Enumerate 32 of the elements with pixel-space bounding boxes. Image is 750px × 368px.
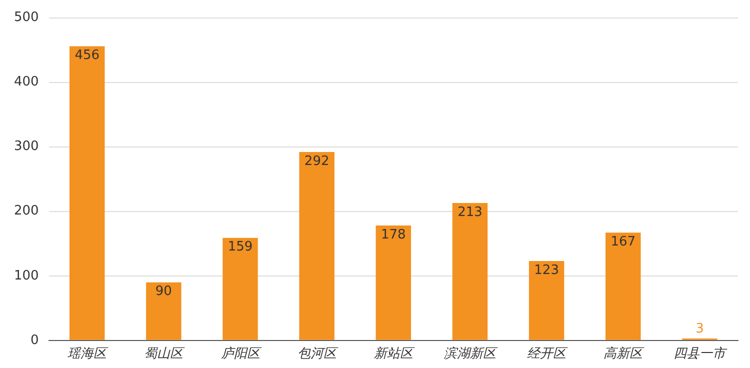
bar bbox=[146, 282, 182, 340]
x-tick-label: 新站区 bbox=[374, 346, 415, 362]
bar bbox=[69, 46, 105, 340]
y-tick-label: 500 bbox=[14, 10, 39, 26]
x-tick-label: 滨湖新区 bbox=[444, 346, 498, 362]
bar bbox=[606, 232, 641, 340]
x-tick-label: 四县一市 bbox=[674, 346, 728, 362]
data-label: 167 bbox=[610, 234, 636, 250]
data-label: 90 bbox=[155, 284, 172, 300]
x-tick-label: 庐阳区 bbox=[220, 346, 262, 362]
data-label: 456 bbox=[74, 48, 100, 64]
bar bbox=[452, 202, 488, 340]
y-tick-label: 300 bbox=[14, 139, 39, 154]
x-tick-label: 蜀山区 bbox=[144, 346, 186, 362]
data-label: 178 bbox=[380, 227, 406, 242]
y-tick-label: 100 bbox=[14, 268, 39, 284]
x-tick-label: 经开区 bbox=[527, 346, 568, 362]
bar bbox=[222, 238, 258, 340]
x-tick-label: 高新区 bbox=[604, 346, 645, 362]
data-label: 159 bbox=[228, 240, 253, 255]
y-tick-label: 200 bbox=[14, 204, 39, 219]
bar bbox=[299, 152, 334, 340]
data-label: 292 bbox=[304, 154, 330, 169]
x-tick-label: 瑶海区 bbox=[68, 346, 109, 362]
x-tick-label: 包河区 bbox=[297, 346, 338, 362]
data-label: 3 bbox=[696, 321, 704, 336]
bar bbox=[376, 226, 412, 340]
data-label: 213 bbox=[458, 204, 482, 220]
data-label: 123 bbox=[534, 262, 559, 278]
y-tick-label: 400 bbox=[14, 74, 39, 90]
y-tick-label: 0 bbox=[30, 332, 39, 348]
bar bbox=[528, 261, 564, 340]
